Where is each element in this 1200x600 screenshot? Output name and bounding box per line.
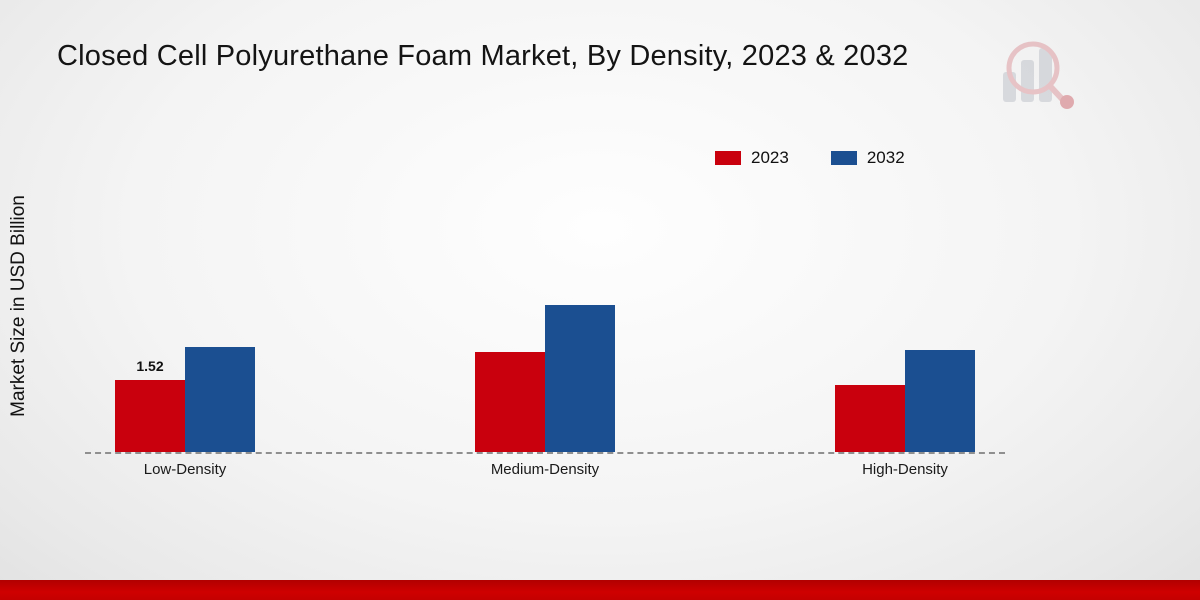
legend-swatch-2023 — [715, 151, 741, 165]
category-label: Low-Density — [143, 461, 227, 478]
bar-group-Low-Density: 1.52 Low-Density — [115, 347, 255, 478]
bar-value-label: 1.52 — [136, 358, 164, 374]
legend: 2023 2032 — [715, 148, 905, 168]
plot-area: 1.52 Low-Density Medium-Density High-Densit… — [85, 190, 1005, 478]
legend-item-2023: 2023 — [715, 148, 789, 168]
bar-Low-Density-2032 — [185, 347, 255, 452]
bar-Medium-Density-2032 — [545, 305, 615, 452]
category-label: Medium-Density — [490, 461, 600, 478]
bar-group-High-Density: High-Density — [835, 350, 975, 478]
y-axis-label: Market Size in USD Billion — [8, 195, 29, 417]
bar-group-Medium-Density: Medium-Density — [475, 305, 615, 478]
chart-title: Closed Cell Polyurethane Foam Market, By… — [57, 40, 909, 72]
bar-groups: 1.52 Low-Density Medium-Density High-Densit… — [85, 190, 1005, 478]
bar-Medium-Density-2023 — [475, 352, 545, 452]
legend-item-2032: 2032 — [830, 148, 905, 168]
bar-High-Density-2032 — [905, 350, 975, 452]
legend-swatch-2032 — [830, 151, 857, 165]
bar-Low-Density-2023: 1.52 — [115, 358, 185, 452]
legend-label: 2032 — [866, 148, 905, 167]
mrfr-logo-watermark — [1003, 41, 1074, 109]
bar-High-Density-2023 — [835, 385, 905, 452]
bottom-red-strip — [0, 580, 1200, 600]
category-label: High-Density — [862, 461, 948, 478]
legend-label: 2023 — [751, 148, 789, 167]
